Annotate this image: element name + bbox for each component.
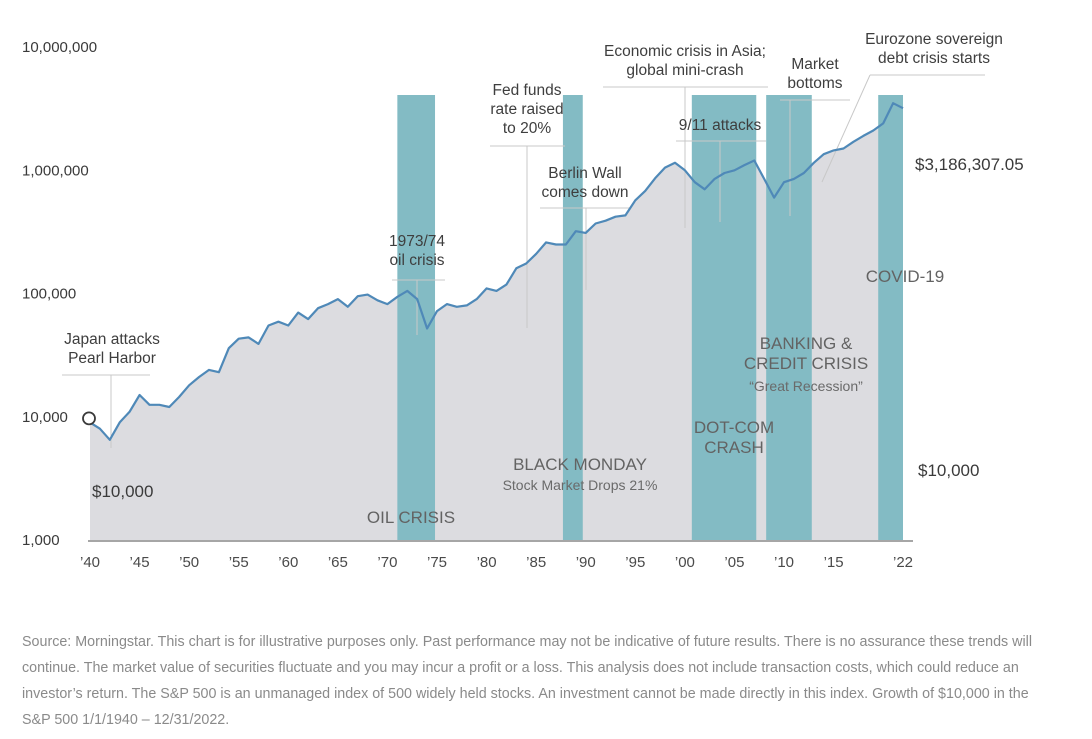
period-label: COVID-19 — [866, 267, 944, 286]
x-tick-label: ’85 — [526, 554, 546, 571]
period-band-overlays — [397, 95, 903, 540]
x-tick-label: ’15 — [824, 554, 844, 571]
event-annotation-line: rate raised — [490, 101, 563, 118]
y-tick-label: 1,000,000 — [22, 162, 89, 179]
period-band — [766, 95, 812, 540]
x-tick-label: ’60 — [278, 554, 298, 571]
x-tick-label: ’90 — [576, 554, 596, 571]
period-label: DOT-COM CRASH — [694, 418, 774, 457]
start-marker — [82, 411, 96, 426]
y-tick-label: 10,000,000 — [22, 39, 97, 56]
x-tick-label: ’00 — [675, 554, 695, 571]
period-label-line: BANKING & — [760, 334, 853, 353]
event-annotation: 9/11 attacks — [679, 117, 762, 134]
event-annotation-line: Market — [791, 56, 839, 73]
period-sublabel: “Great Recession” — [749, 378, 863, 394]
x-tick-label: ’95 — [625, 554, 645, 571]
period-label-line: DOT-COM — [694, 418, 774, 437]
x-tick-label: ’50 — [179, 554, 199, 571]
event-annotation-line: 9/11 attacks — [679, 117, 762, 134]
x-tick-label: ’80 — [477, 554, 497, 571]
event-annotation-line: Fed funds — [493, 82, 562, 99]
annotation-lines — [62, 74, 985, 448]
period-band — [878, 95, 903, 540]
event-annotation: Japan attacks Pearl Harbor — [64, 331, 160, 367]
x-tick-label: ’70 — [377, 554, 397, 571]
event-annotation: Economic crisis in Asia; global mini-cras… — [604, 43, 766, 79]
period-band — [562, 95, 583, 540]
event-annotation: 1973/74 oil crisis — [389, 233, 445, 269]
period-sublabel: Stock Market Drops 21% — [503, 477, 658, 493]
period-label: OIL CRISIS — [367, 508, 455, 527]
event-annotation-line: to 20% — [503, 120, 551, 137]
event-annotation-line: global mini-crash — [626, 62, 743, 79]
period-label: BANKING & CREDIT CRISIS — [744, 334, 868, 373]
x-tick-label: ’55 — [229, 554, 249, 571]
y-tick-label: 1,000 — [22, 532, 60, 549]
end-value-label: $3,186,307.05 — [915, 155, 1024, 174]
event-annotation-line: oil crisis — [389, 252, 444, 269]
x-tick-label: ’75 — [427, 554, 447, 571]
event-annotation-line: Japan attacks — [64, 331, 160, 348]
event-annotation-line: debt crisis starts — [878, 50, 990, 67]
growth-line — [89, 102, 904, 441]
period-band — [397, 95, 436, 540]
event-annotation-line: Economic crisis in Asia; — [604, 43, 766, 60]
period-label: BLACK MONDAY — [513, 455, 647, 474]
source-footnote: Source: Morningstar. This chart is for i… — [22, 634, 1032, 728]
y-tick-label: 10,000 — [22, 409, 68, 426]
event-annotation: Berlin Wall comes down — [541, 165, 628, 201]
event-annotations: Japan attacks Pearl Harbor 1973/74 oil cris… — [64, 31, 1003, 367]
right-value-label: $10,000 — [918, 461, 979, 480]
event-annotation: Market bottoms — [787, 56, 842, 92]
event-annotation-line: comes down — [541, 184, 628, 201]
annotation-connector — [821, 74, 871, 183]
event-annotation-line: Berlin Wall — [548, 165, 622, 182]
event-annotation: Eurozone sovereign debt crisis starts — [865, 31, 1003, 67]
event-annotation: Fed funds rate raised to 20% — [490, 82, 563, 137]
period-label-line: CRASH — [704, 438, 764, 457]
x-axis-ticks: ’40 ’45 ’50 ’55 ’60 ’65 ’70 ’75 ’80 ’85 ’90 ’95 ’00 ’… — [80, 554, 913, 571]
event-annotation-line: 1973/74 — [389, 233, 445, 250]
event-annotation-line: Eurozone sovereign — [865, 31, 1003, 48]
y-tick-label: 100,000 — [22, 286, 76, 303]
x-tick-label: ’22 — [893, 554, 913, 571]
period-labels: OIL CRISIS BLACK MONDAY Stock Market Drops… — [367, 267, 944, 527]
y-axis-ticks: 1,000 10,000 100,000 1,000,000 10,000,000 — [22, 39, 97, 549]
x-tick-label: ’05 — [724, 554, 744, 571]
start-value-label: $10,000 — [92, 482, 153, 501]
x-tick-label: ’40 — [80, 554, 100, 571]
event-annotation-line: Pearl Harbor — [68, 350, 156, 367]
x-tick-label: ’10 — [774, 554, 794, 571]
period-label-line: CREDIT CRISIS — [744, 354, 868, 373]
growth-chart: 1,000 10,000 100,000 1,000,000 10,000,000 ’4… — [22, 31, 1024, 571]
x-tick-label: ’45 — [130, 554, 150, 571]
period-band — [691, 95, 757, 540]
x-tick-label: ’65 — [328, 554, 348, 571]
event-annotation-line: bottoms — [787, 75, 842, 92]
